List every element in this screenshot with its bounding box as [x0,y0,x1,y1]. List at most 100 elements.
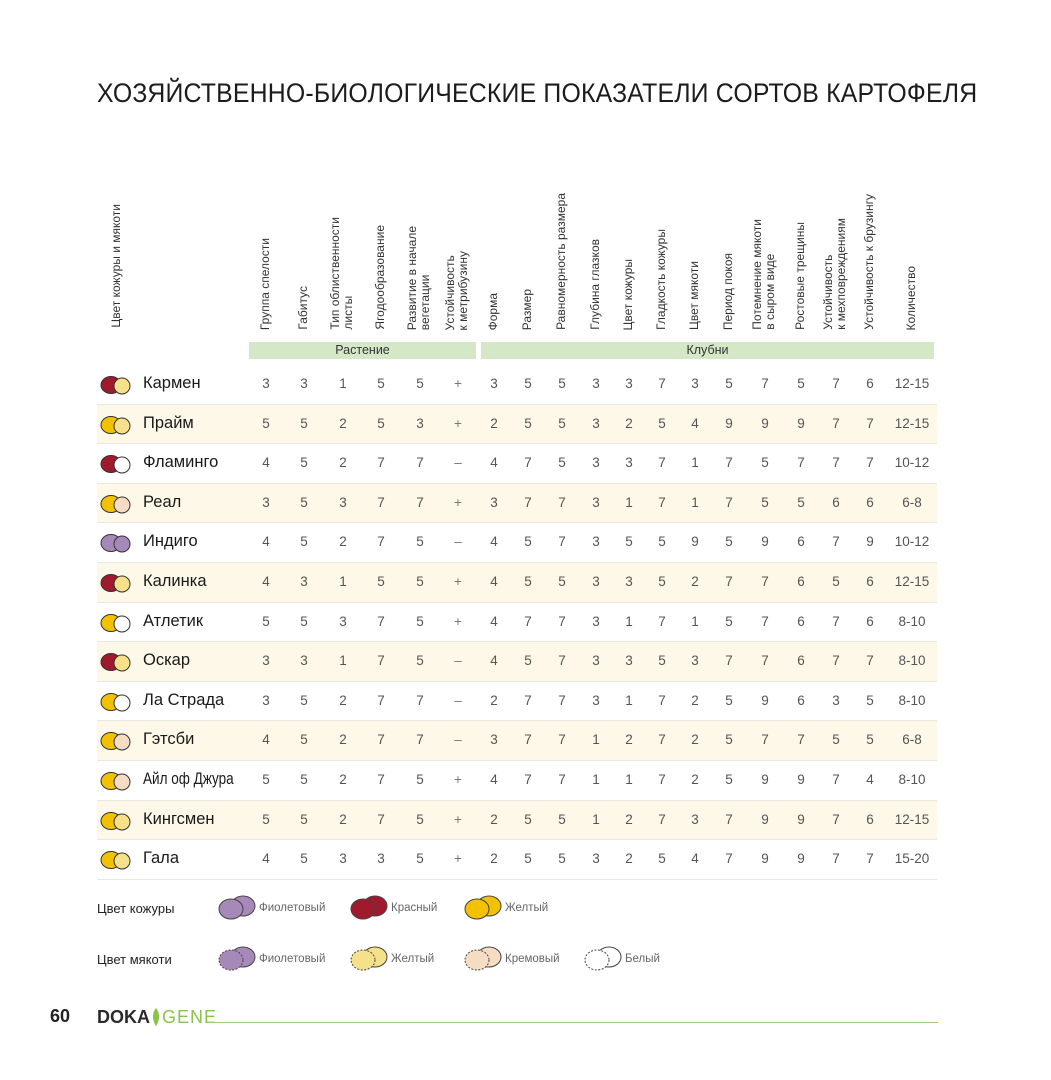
table-cell: 6 [866,376,874,391]
table-cell: 5 [658,653,666,669]
table-cell: 7 [524,692,532,708]
table-cell: 9 [797,415,805,431]
column-header: Устойчивость к мехповреждениям [821,218,848,330]
table-cell: 9 [761,692,769,708]
table-cell: 6 [797,613,805,629]
table-cell: 1 [625,494,633,510]
table-cell: 7 [761,376,769,391]
table-cell: + [454,613,462,629]
table-cell: 9 [725,415,733,431]
legend-skin-item: Красный [391,902,438,914]
table-cell: 6 [866,574,874,589]
table-cell: 5 [558,851,566,867]
table-cell: 12-15 [894,811,930,827]
group-plant: Растение [249,342,476,359]
table-cell: 7 [832,613,840,629]
table-cell: 3 [592,415,600,431]
table-cell: 6-8 [902,732,922,748]
table-cell: + [454,574,462,589]
potato-color-icon [100,533,134,553]
table-row: Кингсмен 5 5 2 7 5 +2 5 5 1 2 7 3 7 9 9 7 6 12-15 [97,800,937,840]
table-cell: 7 [658,692,666,708]
table-cell: 5 [524,415,532,431]
table-cell: 5 [377,376,385,391]
table-cell: – [454,732,462,748]
table-cell: 7 [725,494,733,510]
table-cell: 5 [797,494,805,510]
table-cell: 1 [592,732,600,748]
table-cell: 5 [524,851,532,867]
table-cell: 3 [625,574,633,589]
table-cell: 7 [658,772,666,787]
table-cell: 5 [725,692,733,708]
table-cell: 3 [832,692,840,708]
table-cell: 5 [558,811,566,827]
table-cell: 7 [377,455,385,471]
flesh-color-icon [349,945,389,978]
table-cell: 3 [592,653,600,669]
table-cell: 3 [300,653,308,669]
table-cell: 2 [339,811,347,827]
table-cell: 5 [761,455,769,471]
table-cell: 3 [262,692,270,708]
table-cell: 7 [558,613,566,629]
table-cell: 5 [300,692,308,708]
table-cell: 5 [725,613,733,629]
table-row: Прайм 5 5 2 5 3 +2 5 5 3 2 5 4 9 9 9 7 7 12-15 [97,404,937,444]
table-cell: 7 [866,851,874,867]
table-cell: 4 [691,415,699,431]
table-cell: 4 [262,851,270,867]
table-cell: 2 [691,732,699,748]
group-tubers: Клубни [481,342,934,359]
table-cell: 7 [658,811,666,827]
table-cell: 6 [797,653,805,669]
table-cell: 1 [625,772,633,787]
column-header: Потемнение мякоти в сыром виде [750,219,777,330]
table-cell: 3 [592,574,600,589]
flesh-color-icon [463,945,503,978]
table-cell: 7 [725,574,733,589]
row-divider [97,522,937,524]
variety-name: Фламинго [143,453,219,472]
table-cell: 3 [300,376,308,391]
column-header: Цвет кожуры [621,258,635,330]
table-cell: 7 [558,692,566,708]
table-cell: 7 [377,653,385,669]
table-cell: 7 [524,613,532,629]
table-cell: 9 [691,534,699,550]
potato-color-icon [100,613,134,633]
row-divider [97,760,937,761]
table-cell: 2 [691,772,699,787]
table-cell: 2 [339,455,347,471]
table-cell: – [454,455,462,471]
table-cell: 7 [658,455,666,471]
legend-flesh-label: Цвет мякоти [97,952,172,967]
table-cell: 5 [300,613,308,629]
column-header: Глубина глазков [588,239,602,330]
table-cell: 7 [832,811,840,827]
table-cell: 4 [490,613,498,629]
table-cell: 7 [558,534,566,550]
table-cell: 7 [377,494,385,510]
table-cell: + [454,494,462,510]
table-cell: 7 [377,732,385,748]
table-cell: 4 [262,455,270,471]
table-cell: 3 [592,534,600,550]
table-cell: 7 [832,376,840,391]
table-cell: 5 [262,415,270,431]
footer-divider [208,1022,938,1023]
table-cell: 5 [416,851,424,867]
table-cell: 7 [416,732,424,748]
table-cell: 5 [262,613,270,629]
potato-color-icon [100,850,134,870]
legend-flesh-item: Фиолетовый [259,953,326,965]
row-divider [97,601,937,603]
page-title: ХОЗЯЙСТВЕННО-БИОЛОГИЧЕСКИЕ ПОКАЗАТЕЛИ СО… [97,78,978,108]
table-cell: 5 [524,574,532,589]
legend-skin-item: Фиолетовый [259,902,326,914]
table-cell: 2 [625,732,633,748]
table-cell: 1 [691,455,699,471]
table-cell: 2 [339,534,347,550]
table-cell: 8-10 [898,692,926,708]
table-cell: 7 [832,772,840,787]
